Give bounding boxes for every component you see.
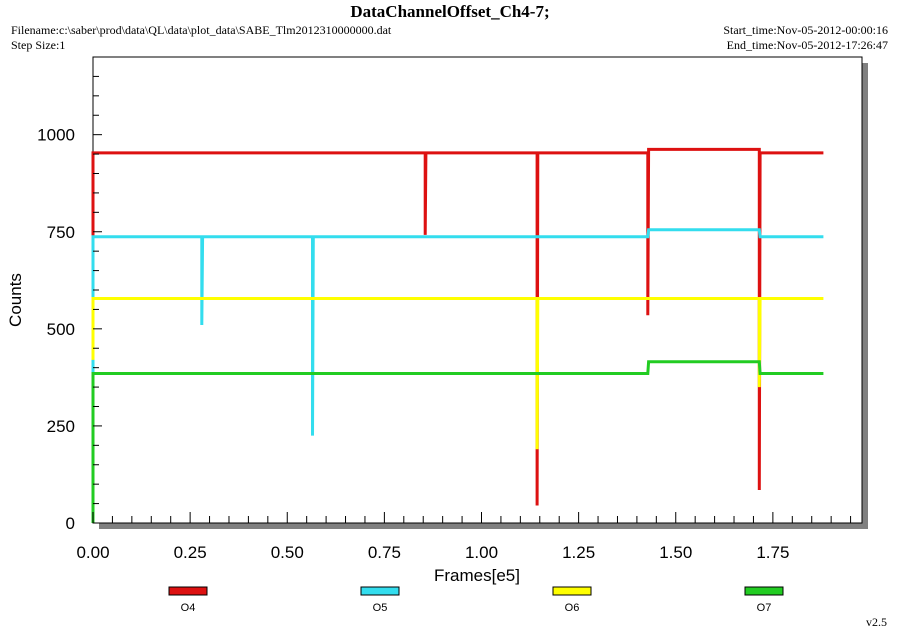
- legend-swatch-o7: [744, 586, 784, 596]
- y-tick-label: 500: [47, 320, 75, 339]
- series-lines: [91, 147, 824, 523]
- tick-labels: 0.00 0.25 0.50 0.75 1.00 1.25 1.50 1.75 0 250 500 7…: [37, 126, 789, 562]
- series-line-o7: [91, 360, 824, 523]
- y-tick-label: 750: [47, 223, 75, 242]
- x-tick-label: 0.25: [174, 543, 207, 562]
- x-tick-label: 1.50: [659, 543, 692, 562]
- end-time-label: End_time:Nov-05-2012-17:26:47: [727, 38, 888, 52]
- legend: O4 O5 O6 O7: [168, 586, 784, 614]
- series-line-o5: [91, 228, 824, 436]
- version-label: v2.5: [866, 615, 887, 629]
- x-axis-label: Frames[e5]: [434, 566, 520, 585]
- y-tick-label: 250: [47, 417, 75, 436]
- legend-label-o4: O4: [181, 602, 196, 614]
- y-tick-label: 1000: [37, 126, 75, 145]
- legend-label-o7: O7: [757, 602, 772, 614]
- start-time-label: Start_time:Nov-05-2012-00:00:16: [723, 23, 888, 37]
- x-tick-label: 1.00: [465, 543, 498, 562]
- legend-swatch-o4: [168, 586, 208, 596]
- legend-swatch-o5: [360, 586, 400, 596]
- filename-label: Filename:c:\saber\prod\data\QL\data\plot…: [11, 23, 392, 37]
- legend-label-o5: O5: [373, 602, 388, 614]
- series-line-o6: [91, 297, 824, 450]
- x-tick-label: 1.25: [562, 543, 595, 562]
- x-tick-label: 0.50: [271, 543, 304, 562]
- step-size-label: Step Size:1: [11, 38, 65, 52]
- y-axis-label: Counts: [6, 273, 25, 327]
- plot-area: [92, 56, 863, 524]
- axis-ticks: [92, 56, 852, 524]
- y-tick-label: 0: [66, 514, 75, 533]
- x-tick-label: 1.75: [756, 543, 789, 562]
- x-tick-label: 0.00: [76, 543, 109, 562]
- chart-title: DataChannelOffset_Ch4-7;: [350, 2, 549, 21]
- legend-swatch-o6: [552, 586, 592, 596]
- legend-label-o6: O6: [565, 602, 580, 614]
- x-tick-label: 0.75: [368, 543, 401, 562]
